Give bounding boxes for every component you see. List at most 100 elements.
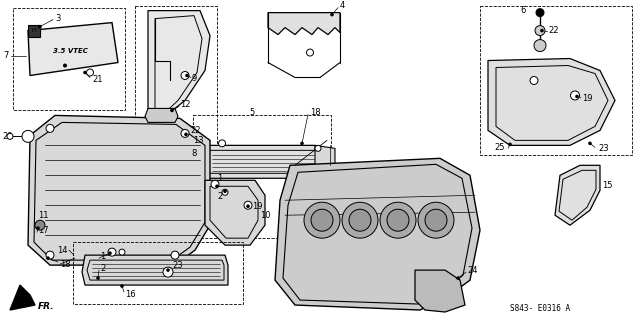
Polygon shape [315, 145, 335, 182]
Text: 1: 1 [217, 174, 222, 183]
Circle shape [535, 26, 545, 36]
Circle shape [22, 130, 34, 142]
Text: 3.5 VTEC: 3.5 VTEC [52, 48, 88, 54]
Circle shape [46, 124, 54, 132]
Polygon shape [488, 58, 615, 145]
Polygon shape [275, 158, 480, 310]
Text: 21: 21 [92, 75, 102, 84]
Circle shape [330, 13, 334, 16]
Text: 19: 19 [582, 94, 593, 103]
Circle shape [35, 220, 45, 230]
Circle shape [170, 109, 174, 112]
Circle shape [304, 202, 340, 238]
Polygon shape [205, 180, 265, 245]
Text: 8: 8 [191, 149, 197, 158]
Text: 16: 16 [125, 290, 136, 299]
Circle shape [418, 202, 454, 238]
Circle shape [218, 140, 225, 147]
Polygon shape [197, 145, 325, 178]
Circle shape [456, 276, 460, 280]
Circle shape [211, 180, 219, 188]
Circle shape [83, 71, 87, 74]
Text: FR.: FR. [38, 301, 54, 310]
Circle shape [342, 202, 378, 238]
Circle shape [300, 142, 304, 145]
Text: 1: 1 [100, 252, 105, 261]
Polygon shape [148, 11, 210, 120]
Text: 13: 13 [193, 136, 204, 145]
Text: 25: 25 [494, 143, 504, 152]
Text: 12: 12 [180, 100, 191, 109]
Circle shape [307, 49, 314, 56]
Text: 20: 20 [2, 132, 13, 141]
Text: 2: 2 [100, 263, 105, 273]
Text: 11: 11 [38, 211, 49, 220]
Text: 18: 18 [60, 260, 70, 269]
Circle shape [244, 201, 252, 209]
Text: 2: 2 [217, 192, 222, 201]
Circle shape [570, 91, 579, 100]
Circle shape [184, 133, 188, 136]
Circle shape [86, 69, 93, 76]
Polygon shape [145, 108, 178, 122]
Circle shape [215, 184, 219, 188]
Circle shape [246, 204, 250, 208]
Circle shape [96, 276, 100, 280]
Polygon shape [28, 115, 210, 265]
Bar [13, 8, 125, 110]
Bar [28, 25, 40, 37]
Circle shape [163, 267, 173, 277]
Circle shape [46, 251, 54, 259]
Text: 19: 19 [252, 202, 262, 211]
Circle shape [63, 63, 67, 68]
Circle shape [508, 143, 512, 146]
Circle shape [222, 189, 228, 195]
Circle shape [181, 130, 189, 137]
Polygon shape [268, 13, 340, 34]
Circle shape [119, 249, 125, 255]
Circle shape [425, 209, 447, 231]
Text: 22: 22 [190, 126, 200, 135]
Circle shape [575, 95, 579, 98]
Bar [135, 6, 217, 155]
Polygon shape [28, 23, 118, 76]
Circle shape [530, 77, 538, 85]
Circle shape [181, 71, 189, 79]
Text: 4: 4 [340, 1, 345, 10]
Circle shape [349, 209, 371, 231]
Circle shape [315, 145, 321, 151]
Text: 10: 10 [260, 211, 271, 220]
Text: S843- E0316 A: S843- E0316 A [510, 303, 570, 313]
Text: H: H [32, 28, 36, 33]
Circle shape [38, 25, 42, 28]
Polygon shape [415, 270, 465, 312]
Text: 15: 15 [602, 181, 612, 190]
Circle shape [380, 202, 416, 238]
Circle shape [120, 284, 124, 288]
Text: 7: 7 [3, 51, 8, 60]
Circle shape [7, 133, 13, 139]
Circle shape [166, 268, 170, 272]
Circle shape [46, 256, 50, 260]
Text: 17: 17 [38, 226, 49, 235]
Circle shape [536, 9, 544, 17]
Circle shape [387, 209, 409, 231]
Circle shape [185, 74, 189, 77]
Text: 23: 23 [172, 261, 182, 270]
Polygon shape [555, 165, 600, 225]
Text: 5: 5 [249, 108, 254, 117]
Text: 24: 24 [467, 266, 477, 275]
Text: 6: 6 [520, 6, 525, 15]
Circle shape [588, 142, 592, 145]
Bar [480, 6, 632, 155]
Circle shape [171, 251, 179, 259]
Text: 3: 3 [55, 14, 60, 23]
Circle shape [311, 209, 333, 231]
Circle shape [108, 248, 116, 256]
Circle shape [36, 226, 40, 230]
Circle shape [223, 189, 227, 193]
Polygon shape [10, 285, 35, 310]
Circle shape [108, 251, 112, 255]
Text: 22: 22 [548, 26, 559, 35]
Text: 14: 14 [58, 246, 68, 255]
